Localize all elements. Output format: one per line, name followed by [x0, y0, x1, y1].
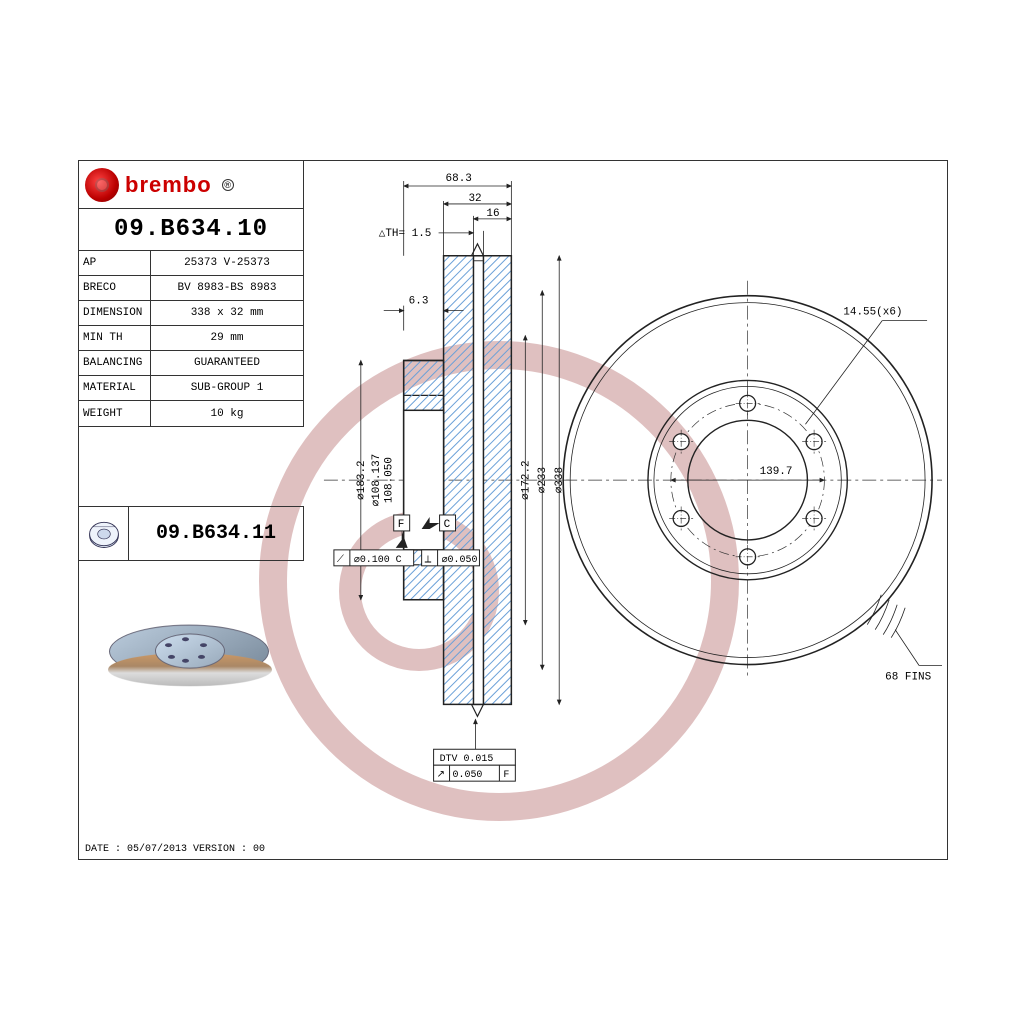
fins: 68 FINS [885, 671, 931, 683]
table-row: AP25373 V-25373 [79, 251, 303, 276]
pcd: 139.7 [760, 466, 793, 478]
gdt-para: ⌀0.050 [442, 554, 478, 565]
footer-date: DATE : 05/07/2013 VERSION : 00 [85, 844, 265, 855]
3d-render [99, 584, 284, 739]
title-block: brembo ® 09.B634.10 AP25373 V-25373 BREC… [79, 161, 304, 427]
diam-108b: 108.050 [384, 457, 396, 503]
svg-text:F: F [503, 769, 509, 780]
registered-icon: ® [222, 179, 234, 191]
spec-key: MATERIAL [79, 376, 151, 401]
variant-number: 09.B634.11 [129, 522, 303, 545]
dim-6-3: 6.3 [409, 296, 429, 308]
spec-key: DIMENSION [79, 301, 151, 326]
diam-108a: ⌀108.137 [371, 454, 383, 507]
spec-val: BV 8983-BS 8983 [151, 276, 303, 301]
table-row: MATERIALSUB-GROUP 1 [79, 376, 303, 401]
spec-val: 338 x 32 mm [151, 301, 303, 326]
svg-text:↗: ↗ [437, 769, 445, 780]
spec-key: BRECO [79, 276, 151, 301]
spec-val: 10 kg [151, 401, 303, 426]
datum-c: C [444, 519, 451, 531]
table-row: BALANCINGGUARANTEED [79, 351, 303, 376]
brand-name: brembo [125, 172, 212, 198]
datum-f: F [398, 519, 405, 531]
dim-68-3: 68.3 [446, 173, 472, 185]
spec-val: 25373 V-25373 [151, 251, 303, 276]
table-row: BRECOBV 8983-BS 8983 [79, 276, 303, 301]
table-row: MIN TH29 mm [79, 326, 303, 351]
gdt-flat: ⌀0.100 C [354, 554, 402, 565]
brembo-logo-icon [85, 168, 119, 202]
svg-text:⟂: ⟂ [425, 554, 432, 565]
dim-16: 16 [486, 208, 499, 220]
technical-drawing: 68.3 32 16 △TH= 1.5 6.3 ⌀183.2 ⌀108.137 … [304, 161, 947, 859]
spec-table: AP25373 V-25373 BRECOBV 8983-BS 8983 DIM… [79, 251, 303, 427]
drawing-sheet: brembo ® 09.B634.10 AP25373 V-25373 BREC… [78, 160, 948, 860]
spec-val: SUB-GROUP 1 [151, 376, 303, 401]
spec-val: 29 mm [151, 326, 303, 351]
disc-uv-icon [79, 507, 129, 560]
spec-key: AP [79, 251, 151, 276]
delta-th: △TH= 1.5 [379, 228, 432, 240]
part-number: 09.B634.10 [79, 209, 303, 251]
spec-key: MIN TH [79, 326, 151, 351]
spec-val: GUARANTEED [151, 351, 303, 376]
spec-key: BALANCING [79, 351, 151, 376]
logo-row: brembo ® [79, 161, 303, 209]
table-row: WEIGHT10 kg [79, 401, 303, 426]
spec-key: WEIGHT [79, 401, 151, 426]
runout: 0.050 [453, 769, 483, 780]
dtv: DTV 0.015 [440, 753, 494, 764]
diam-172: ⌀172.2 [520, 460, 532, 499]
diam-183: ⌀183.2 [356, 460, 368, 499]
bolt-spec: 14.55(x6) [843, 307, 902, 319]
svg-text:⟋: ⟋ [337, 554, 344, 565]
dim-32: 32 [468, 193, 481, 205]
variant-row: 09.B634.11 [79, 506, 304, 561]
table-row: DIMENSION338 x 32 mm [79, 301, 303, 326]
